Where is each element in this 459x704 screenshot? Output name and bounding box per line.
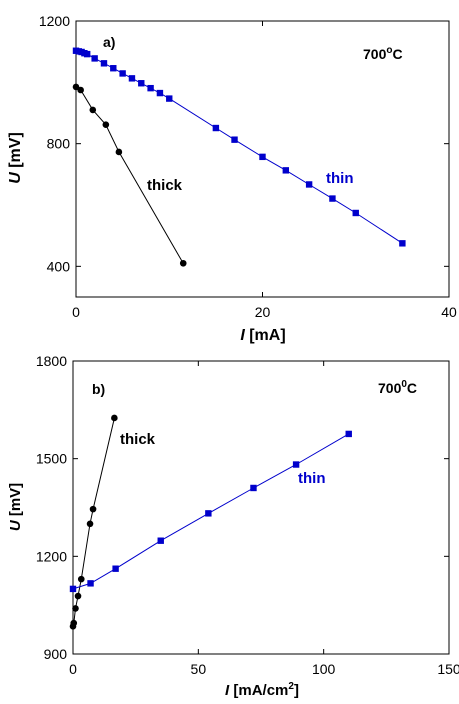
data-point-thin bbox=[259, 153, 266, 161]
data-point-thin bbox=[329, 195, 336, 202]
panel-label: b) bbox=[92, 381, 105, 397]
data-point-thin bbox=[83, 50, 91, 58]
data-point-thick bbox=[72, 83, 80, 91]
data-point-thick bbox=[89, 106, 97, 114]
x-axis-variable: I bbox=[225, 682, 230, 699]
data-point-thin bbox=[91, 55, 98, 62]
y-tick-label: 1800 bbox=[36, 353, 67, 369]
data-point-thick bbox=[77, 575, 85, 583]
temperature-degree: 0 bbox=[401, 379, 407, 390]
data-point-thin bbox=[110, 65, 117, 72]
data-point-thick bbox=[102, 121, 110, 128]
data-point-thin bbox=[345, 430, 352, 438]
y-axis-unit: [mV] bbox=[7, 483, 24, 521]
x-axis-unit: [mA] bbox=[245, 327, 286, 344]
y-axis-variable: U bbox=[7, 519, 24, 531]
y-axis-label: U [mV] bbox=[7, 483, 24, 531]
y-tick-label: 900 bbox=[44, 646, 68, 662]
x-axis-unit-exponent: 2 bbox=[288, 681, 294, 692]
x-tick-label: 0 bbox=[69, 661, 77, 677]
temperature-degree: o bbox=[386, 45, 392, 56]
y-tick-label: 1500 bbox=[36, 451, 67, 467]
data-point-thick bbox=[86, 520, 94, 528]
y-axis-unit: [mV] bbox=[7, 132, 24, 172]
data-point-thin bbox=[119, 70, 126, 77]
series-label-thick: thick bbox=[147, 177, 183, 194]
series-label-thin: thin bbox=[326, 170, 354, 187]
data-point-thick bbox=[179, 259, 187, 267]
data-point-thin bbox=[399, 240, 406, 247]
data-point-thick bbox=[74, 592, 82, 600]
data-point-thin bbox=[282, 167, 290, 174]
data-point-thick bbox=[72, 605, 79, 612]
y-tick-label: 800 bbox=[47, 136, 71, 152]
y-axis-variable: U bbox=[7, 172, 24, 184]
panel-label: a) bbox=[103, 34, 115, 50]
x-axis-label: I [mA] bbox=[240, 327, 285, 344]
y-tick-label: 400 bbox=[47, 258, 71, 274]
data-point-thin bbox=[112, 565, 119, 572]
data-point-thin bbox=[147, 84, 154, 92]
data-point-thin bbox=[231, 136, 238, 143]
x-axis-label: I [mA/cm2] bbox=[225, 681, 299, 699]
data-point-thick bbox=[111, 414, 118, 422]
series-label-thick: thick bbox=[120, 431, 156, 448]
data-point-thin bbox=[100, 60, 108, 67]
data-point-thin bbox=[212, 124, 220, 132]
temperature-label: 700oC bbox=[363, 45, 403, 62]
data-point-thick bbox=[77, 86, 84, 94]
series-label-thin: thin bbox=[298, 470, 326, 487]
data-point-thin bbox=[156, 89, 164, 97]
temperature-value: 700 bbox=[378, 380, 402, 396]
temperature-label: 7000C bbox=[378, 379, 417, 396]
series-line-thick bbox=[75, 86, 184, 264]
data-point-thick bbox=[115, 148, 123, 156]
x-tick-label: 100 bbox=[312, 661, 336, 677]
x-tick-label: 50 bbox=[191, 661, 207, 677]
data-point-thick bbox=[89, 505, 97, 513]
temperature-unit: C bbox=[407, 380, 417, 396]
data-point-thin bbox=[205, 510, 212, 517]
temperature-value: 700 bbox=[363, 46, 387, 62]
series-line-thin bbox=[72, 433, 349, 590]
chart-panel-a: 0 20 40 400 800 1200 thick thin a) 700oC I [mA] U [… bbox=[7, 13, 457, 344]
data-point-thin bbox=[292, 461, 300, 468]
x-tick-label: 150 bbox=[437, 661, 459, 677]
x-axis-unit-close: ] bbox=[294, 682, 299, 699]
data-point-thin bbox=[69, 585, 77, 593]
x-axis-unit: [mA/cm bbox=[229, 682, 288, 699]
temperature-unit: C bbox=[392, 46, 402, 62]
data-point-thin bbox=[157, 537, 164, 544]
y-axis-label: U [mV] bbox=[7, 132, 24, 184]
data-point-thin bbox=[128, 75, 136, 82]
y-tick-label: 1200 bbox=[36, 548, 67, 564]
plot-frame bbox=[72, 360, 450, 655]
data-point-thin bbox=[87, 580, 94, 587]
x-axis-variable: I bbox=[240, 327, 245, 344]
data-point-thin bbox=[250, 484, 257, 492]
x-tick-label: 40 bbox=[441, 304, 457, 320]
y-tick-label: 1200 bbox=[39, 13, 70, 29]
data-point-thin bbox=[166, 95, 173, 102]
x-tick-label: 0 bbox=[72, 304, 80, 320]
data-point-thick bbox=[70, 619, 78, 627]
data-point-thin bbox=[138, 80, 145, 87]
data-point-thin bbox=[352, 209, 359, 217]
x-tick-label: 20 bbox=[255, 304, 271, 320]
data-point-thin bbox=[305, 181, 313, 188]
